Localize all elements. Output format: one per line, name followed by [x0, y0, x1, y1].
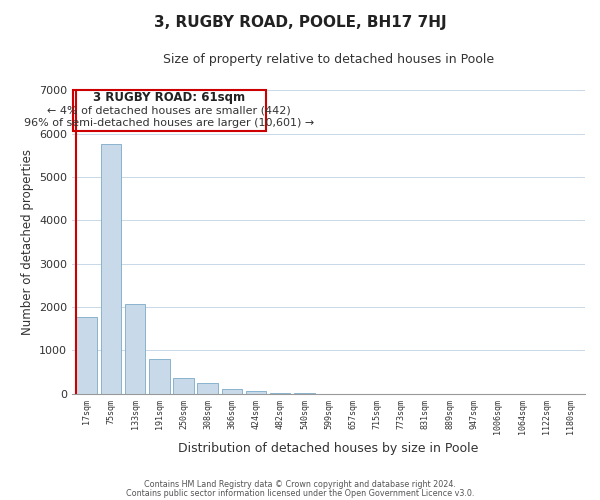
Title: Size of property relative to detached houses in Poole: Size of property relative to detached ho… — [163, 52, 494, 66]
Bar — [125, 304, 145, 394]
Text: 3 RUGBY ROAD: 61sqm: 3 RUGBY ROAD: 61sqm — [93, 91, 245, 104]
Bar — [294, 393, 314, 394]
Y-axis label: Number of detached properties: Number of detached properties — [20, 149, 34, 335]
Bar — [76, 316, 97, 394]
Bar — [270, 392, 290, 394]
Text: Contains public sector information licensed under the Open Government Licence v3: Contains public sector information licen… — [126, 488, 474, 498]
Bar — [173, 378, 194, 394]
Bar — [246, 391, 266, 394]
Bar — [101, 144, 121, 394]
Bar — [221, 389, 242, 394]
Bar — [149, 358, 170, 394]
FancyBboxPatch shape — [73, 90, 266, 132]
X-axis label: Distribution of detached houses by size in Poole: Distribution of detached houses by size … — [178, 442, 479, 455]
Text: Contains HM Land Registry data © Crown copyright and database right 2024.: Contains HM Land Registry data © Crown c… — [144, 480, 456, 489]
Text: ← 4% of detached houses are smaller (442): ← 4% of detached houses are smaller (442… — [47, 106, 291, 116]
Text: 3, RUGBY ROAD, POOLE, BH17 7HJ: 3, RUGBY ROAD, POOLE, BH17 7HJ — [154, 15, 446, 30]
Text: 96% of semi-detached houses are larger (10,601) →: 96% of semi-detached houses are larger (… — [24, 118, 314, 128]
Bar — [197, 384, 218, 394]
